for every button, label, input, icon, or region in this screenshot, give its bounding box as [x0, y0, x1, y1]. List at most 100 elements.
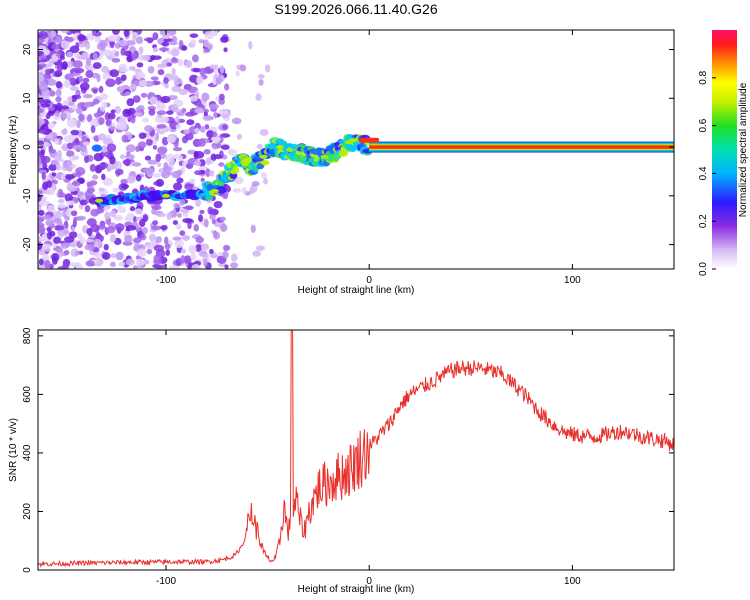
heatmap-noise-blob — [121, 183, 129, 190]
heatmap-noise-blob — [188, 244, 197, 254]
heatmap-noise-blob — [202, 114, 213, 122]
y-tick-label: 0 — [22, 567, 33, 573]
heatmap-noise-blob — [124, 91, 131, 96]
colorbar-tick-label: 0.8 — [698, 70, 709, 84]
heatmap-noise-blob — [255, 93, 262, 101]
heatmap-noise-blob — [98, 187, 106, 192]
heatmap-noise-blob — [152, 145, 158, 150]
heatmap-noise-blob — [81, 52, 88, 60]
heatmap-noise-blob — [229, 262, 239, 269]
heatmap-noise-blob — [220, 144, 230, 150]
heatmap-noise-blob — [135, 36, 144, 44]
heatmap-noise-blob — [66, 150, 75, 157]
heatmap-noise-blob — [199, 67, 207, 77]
heatmap-noise-blob — [44, 260, 51, 268]
heatmap-noise-blob — [99, 93, 109, 101]
heatmap-noise-blob — [94, 35, 102, 43]
heatmap-noise-blob — [117, 86, 125, 93]
heatmap-noise-blob — [248, 40, 253, 50]
heatmap-noise-blob — [38, 216, 45, 223]
heatmap-noise-blob — [66, 119, 77, 128]
heatmap-noise-blob — [136, 62, 144, 68]
heatmap-noise-blob — [104, 211, 111, 220]
heatmap-noise-blob — [199, 209, 205, 214]
heatmap-zero-band — [359, 137, 674, 153]
heatmap-noise-blob — [198, 214, 203, 223]
heatmap-noise-blob — [123, 30, 130, 37]
heatmap-noise-blob — [109, 156, 116, 165]
heatmap-ridge-blob — [229, 172, 238, 180]
heatmap-noise-blob — [57, 188, 64, 198]
heatmap-noise-blob — [189, 33, 199, 38]
heatmap-noise-blob — [207, 206, 214, 215]
heatmap-noise-blob — [42, 214, 52, 220]
heatmap-noise-blob — [38, 258, 44, 266]
heatmap-noise-blob — [258, 78, 264, 86]
heatmap-ridge-core — [344, 140, 353, 145]
heatmap-noise-blob — [179, 230, 186, 236]
chart-title: S199.2026.066.11.40.G26 — [274, 1, 437, 17]
heatmap-noise-blob — [218, 108, 229, 116]
heatmap-noise-blob — [65, 208, 73, 217]
heatmap-noise-blob — [211, 30, 219, 37]
heatmap-noise-blob — [177, 154, 184, 162]
heatmap-noise-blob — [176, 169, 183, 176]
heatmap-noise-blob — [126, 55, 133, 63]
y-tick-label: 20 — [22, 44, 33, 56]
heatmap-noise-blob — [107, 118, 112, 127]
heatmap-noise-blob — [158, 47, 170, 52]
heatmap-noise-blob — [160, 95, 171, 104]
heatmap-noise-blob — [180, 209, 190, 214]
heatmap-noise-blob — [42, 181, 49, 191]
heatmap-noise-blob — [54, 70, 63, 78]
snr-x-label: Height of straight line (km) — [298, 584, 415, 595]
heatmap-noise-blob — [67, 101, 75, 107]
heatmap-ridge-blob — [216, 186, 227, 194]
heatmap-x-label: Height of straight line (km) — [298, 285, 415, 296]
heatmap-noise-blob — [137, 52, 144, 62]
heatmap-noise-blob — [150, 76, 159, 81]
heatmap-noise-blob — [107, 112, 116, 120]
heatmap-noise-blob — [136, 216, 142, 221]
heatmap-noise-blob — [126, 175, 136, 184]
heatmap-noise-blob — [119, 67, 129, 73]
heatmap-noise-blob — [38, 209, 45, 216]
heatmap-ridge-core — [94, 198, 103, 203]
heatmap-noise-blob — [195, 198, 201, 207]
heatmap-noise-blob — [231, 117, 242, 125]
heatmap-noise-blob — [212, 144, 218, 150]
heatmap-noise-blob — [76, 170, 82, 178]
heatmap-noise-blob — [79, 236, 86, 244]
heatmap-noise-blob — [139, 79, 147, 87]
heatmap-noise-blob — [61, 30, 70, 34]
heatmap-noise-blob — [133, 237, 142, 244]
heatmap-noise-blob — [181, 107, 187, 113]
heatmap-noise-blob — [203, 39, 210, 48]
heatmap-noise-blob — [142, 214, 149, 223]
snr-line — [38, 330, 674, 568]
heatmap-noise-blob — [90, 125, 96, 134]
heatmap-noise-blob — [54, 110, 60, 117]
heatmap-noise-blob — [87, 243, 95, 252]
heatmap-noise-blob — [79, 82, 90, 91]
heatmap-noise-blob — [160, 116, 169, 123]
heatmap-noise-blob — [115, 223, 125, 232]
heatmap-noise-blob — [129, 83, 137, 90]
heatmap-noise-blob — [40, 103, 51, 108]
heatmap-noise-blob — [128, 66, 135, 71]
heatmap-noise-blob — [109, 126, 116, 131]
heatmap-band-layer — [369, 145, 674, 149]
heatmap-noise-blob — [175, 115, 180, 124]
heatmap-noise-blob — [148, 108, 156, 116]
heatmap-noise-blob — [194, 107, 204, 114]
heatmap-noise-blob — [164, 82, 169, 89]
heatmap-noise-blob — [63, 135, 74, 143]
heatmap-noise-blob — [222, 251, 229, 259]
heatmap-noise-blob — [56, 162, 61, 171]
heatmap-noise-blob — [69, 241, 77, 248]
heatmap-noise-blob — [118, 39, 128, 47]
heatmap-noise-blob — [203, 258, 208, 268]
heatmap-noise-blob — [121, 134, 129, 143]
heatmap-noise-blob — [185, 60, 193, 68]
heatmap-noise-blob — [102, 252, 111, 260]
